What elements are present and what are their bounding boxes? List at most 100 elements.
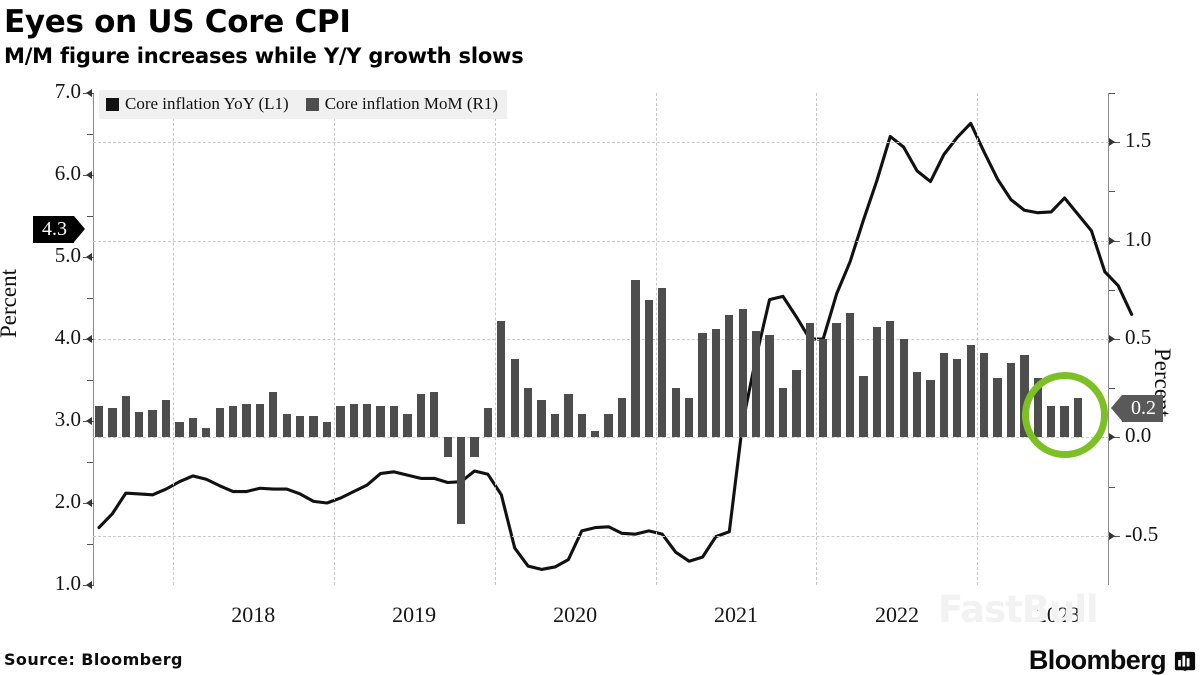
right-axis-label: 1.0 [1125, 226, 1152, 251]
legend-label-mom: Core inflation MoM (R1) [324, 94, 498, 113]
bar-mom [845, 313, 855, 438]
page-subtitle: M/M figure increases while Y/Y growth sl… [4, 44, 524, 68]
source-note: Source: Bloomberg [4, 650, 183, 669]
left-axis-label: 5.0 [54, 243, 81, 267]
right-axis-tick-arrow-icon [1109, 236, 1115, 245]
right-axis-label: 0.0 [1125, 423, 1152, 448]
bar-mom [363, 403, 372, 438]
recent-mom-highlight-circle [1021, 372, 1108, 459]
gridline-horizontal [93, 437, 1109, 439]
left-axis-tick-arrow-icon [86, 335, 92, 343]
bar-mom [497, 321, 506, 438]
bar-mom [456, 437, 466, 524]
legend-item-yoy[interactable]: Core inflation YoY (L1) [106, 94, 289, 114]
bar-mom [349, 403, 358, 438]
left-axis-minor-tick [87, 298, 93, 299]
left-axis-tick-arrow-icon [86, 417, 92, 425]
bar-mom [121, 396, 130, 438]
right-axis-minor-tick [1109, 486, 1115, 488]
bloomberg-brand: Bloomberg [1029, 645, 1196, 675]
legend-swatch-mom-icon [305, 97, 319, 111]
bar-mom [336, 405, 345, 438]
bar-mom [912, 372, 922, 438]
gridline-vertical-2021 [655, 93, 657, 585]
bar-mom [537, 400, 546, 438]
bar-mom [698, 333, 707, 438]
gridline-horizontal [93, 535, 1109, 537]
callout-pointer-right-icon [1111, 395, 1122, 422]
bar-mom [148, 409, 157, 438]
bar-mom [322, 421, 332, 438]
gridline-horizontal [93, 339, 1109, 340]
right-axis-label: 0.5 [1125, 325, 1152, 349]
bar-mom [470, 437, 479, 458]
bar-mom [161, 400, 171, 438]
bar-mom [631, 279, 640, 438]
x-axis-label-2022: 2022 [874, 602, 919, 627]
right-axis-tick-arrow-icon [1109, 433, 1115, 442]
right-axis-label: 1.5 [1125, 128, 1152, 153]
bar-mom [926, 380, 935, 438]
bar-mom [939, 352, 949, 438]
yoy-current-value-badge: 4.3 [33, 215, 85, 243]
bar-mom [953, 358, 962, 438]
bar-mom [296, 415, 305, 438]
bar-mom [416, 394, 426, 438]
bar-mom [899, 339, 908, 438]
bar-mom [282, 413, 291, 438]
yoy-current-value-text: 4.3 [33, 215, 74, 243]
mom-current-value-text: 0.2 [1122, 394, 1163, 422]
bar-mom [269, 392, 278, 438]
bar-mom [94, 405, 104, 438]
bar-mom [255, 403, 265, 438]
bar-mom [778, 388, 788, 438]
bar-mom [564, 394, 573, 438]
right-axis-tick-arrow-icon [1109, 531, 1115, 540]
bar-mom [202, 427, 211, 438]
bar-mom [738, 309, 747, 438]
legend-item-mom[interactable]: Core inflation MoM (R1) [305, 94, 498, 114]
x-axis-label-2021: 2021 [714, 602, 759, 627]
bar-mom [483, 407, 493, 438]
bar-mom [1006, 362, 1016, 438]
bar-mom [819, 339, 828, 438]
bar-mom [1020, 354, 1029, 438]
left-axis-tick-arrow-icon [86, 499, 92, 507]
right-axis-minor-tick [1109, 289, 1115, 291]
bar-mom [966, 344, 975, 438]
bar-mom [711, 329, 721, 438]
bar-mom [832, 323, 841, 438]
left-axis-minor-tick [87, 134, 93, 135]
gridline-vertical-2023 [977, 93, 979, 585]
bar-mom [979, 352, 989, 438]
gridline-vertical-2019 [333, 93, 335, 585]
bar-mom [684, 398, 694, 438]
bar-mom [591, 431, 600, 438]
chart-legend: Core inflation YoY (L1) Core inflation M… [99, 90, 507, 119]
left-axis-label: 7.0 [54, 79, 81, 103]
bar-mom [135, 411, 144, 438]
right-axis-label: -0.5 [1125, 521, 1159, 546]
bar-mom [376, 405, 385, 438]
bar-mom [751, 331, 761, 438]
bar-mom [872, 327, 881, 438]
plot-area [83, 89, 1134, 589]
bar-mom [604, 413, 613, 438]
bar-mom [658, 287, 667, 438]
bar-mom [859, 376, 868, 438]
bar-mom [242, 403, 251, 438]
right-axis-minor-tick [1109, 93, 1115, 94]
left-axis-label: 4.0 [54, 325, 81, 349]
bar-mom [309, 415, 318, 438]
x-axis-label-2018: 2018 [231, 602, 276, 627]
bar-mom [175, 421, 184, 438]
left-axis-minor-tick [87, 380, 93, 381]
gridline-vertical-2018 [172, 93, 174, 585]
bloomberg-brand-text: Bloomberg [1028, 645, 1167, 675]
bloomberg-logo-icon [1174, 651, 1196, 671]
right-axis-tick-arrow-icon [1109, 335, 1115, 343]
bar-mom [443, 437, 452, 458]
bar-mom [644, 299, 653, 438]
bar-mom [430, 392, 439, 438]
